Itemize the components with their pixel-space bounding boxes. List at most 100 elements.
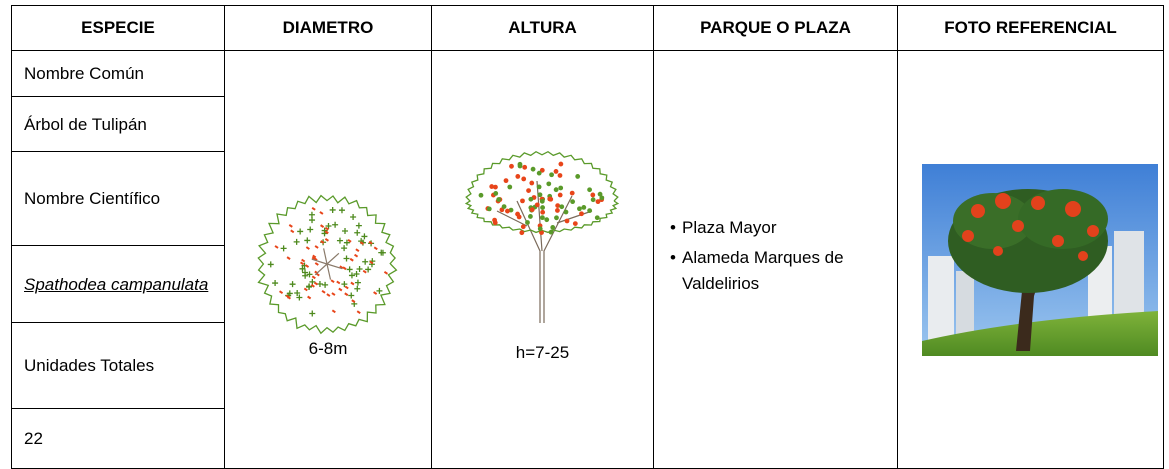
flower bbox=[547, 196, 553, 202]
flower-dash bbox=[339, 265, 344, 270]
flower-dash bbox=[342, 266, 347, 271]
header-cell: ALTURA bbox=[431, 5, 654, 51]
leaf bbox=[528, 214, 533, 219]
leaf bbox=[570, 199, 576, 205]
flower bbox=[595, 199, 601, 205]
leaf-cross bbox=[338, 207, 345, 214]
leaf bbox=[575, 174, 581, 179]
leaf-cross bbox=[306, 284, 313, 291]
flower bbox=[520, 198, 525, 204]
flower bbox=[539, 167, 545, 173]
flower bbox=[529, 180, 535, 186]
flower-dash bbox=[286, 256, 291, 260]
leaf-cross bbox=[361, 233, 368, 240]
leaf-cross bbox=[304, 237, 311, 244]
leaf-cross bbox=[272, 280, 279, 287]
leaf-cross bbox=[343, 239, 350, 246]
leaf bbox=[581, 204, 587, 210]
leaf-cross bbox=[306, 271, 313, 278]
leaf-cross bbox=[297, 228, 304, 235]
reference-photo bbox=[922, 164, 1158, 356]
leaf-cross bbox=[348, 292, 355, 299]
leaf-cross bbox=[343, 255, 350, 262]
leaf-cross bbox=[346, 266, 353, 273]
leaf-cross bbox=[280, 245, 287, 252]
leaf bbox=[530, 166, 536, 172]
leaf bbox=[597, 191, 603, 197]
leaf-cross bbox=[341, 281, 348, 288]
leaf-cross bbox=[355, 222, 362, 229]
flower-dash bbox=[359, 241, 364, 245]
leaf bbox=[525, 220, 530, 225]
leaf-cross bbox=[348, 272, 355, 279]
flower-dash bbox=[338, 287, 343, 292]
flower-dash bbox=[301, 258, 306, 263]
leaf-cross bbox=[299, 265, 306, 272]
leaf bbox=[553, 187, 559, 193]
flower-dash bbox=[305, 246, 310, 250]
leaf-cross bbox=[307, 226, 314, 233]
leaf bbox=[478, 192, 484, 198]
leaf-cross bbox=[309, 217, 316, 224]
flower bbox=[590, 192, 596, 198]
leaf-cross bbox=[336, 237, 343, 244]
leaf bbox=[599, 195, 605, 201]
flower bbox=[572, 221, 578, 226]
flower-dash bbox=[324, 226, 329, 231]
flower-dash bbox=[310, 283, 315, 288]
branch bbox=[326, 252, 340, 265]
page: ESPECIE DIAMETRO ALTURA PARQUE O PLAZA F… bbox=[0, 0, 1169, 459]
species-cell: 22 bbox=[11, 408, 225, 469]
height-cell: h=7-25 bbox=[431, 50, 654, 469]
branch bbox=[323, 248, 328, 265]
flower-dash bbox=[350, 281, 355, 286]
leaf bbox=[496, 197, 502, 202]
flower-dash bbox=[373, 291, 378, 295]
leaf-cross bbox=[376, 287, 383, 294]
flower-dash bbox=[344, 285, 349, 290]
flower-dash bbox=[373, 246, 378, 251]
park-list: Plaza Mayor Alameda Marques de Valdeliri… bbox=[662, 213, 889, 297]
header-cell: FOTO REFERENCIAL bbox=[897, 5, 1164, 51]
flower-dash bbox=[344, 292, 349, 297]
flower-dash bbox=[320, 224, 325, 228]
leaf bbox=[550, 225, 556, 230]
leaf bbox=[549, 172, 554, 178]
flower bbox=[555, 203, 561, 209]
flower-dash bbox=[355, 248, 360, 252]
species-cell: Spathodea campanulata bbox=[11, 245, 225, 323]
leaf-cross bbox=[302, 272, 309, 279]
leaf-cross bbox=[354, 279, 361, 286]
flower-dash bbox=[356, 310, 361, 314]
diameter-value: 6-8m bbox=[308, 339, 348, 358]
leaf-cross bbox=[296, 294, 303, 301]
flower-dash bbox=[313, 281, 319, 286]
flower-dash bbox=[330, 279, 335, 284]
flower bbox=[526, 188, 531, 193]
leaf-cross bbox=[378, 249, 385, 256]
leaf bbox=[546, 181, 552, 187]
leaf bbox=[536, 170, 542, 176]
plan-view-drawing bbox=[257, 194, 398, 335]
flower bbox=[519, 230, 525, 236]
flower-dash bbox=[331, 309, 336, 314]
leaf-cross bbox=[325, 222, 332, 229]
flower-dash bbox=[314, 262, 319, 266]
leaf bbox=[528, 196, 534, 202]
leaf bbox=[577, 206, 582, 212]
trunk bbox=[496, 180, 593, 323]
flower-dash bbox=[274, 245, 279, 249]
park-item: Alameda Marques de Valdelirios bbox=[662, 243, 889, 297]
leaf bbox=[548, 229, 554, 235]
leaf-cross bbox=[293, 238, 300, 245]
flower-dash bbox=[321, 289, 326, 294]
diameter-cell: 6-8m bbox=[224, 50, 432, 469]
leaf bbox=[559, 204, 565, 210]
flower bbox=[515, 174, 521, 179]
leaf-cross bbox=[321, 227, 328, 234]
elevation-drawing bbox=[464, 150, 620, 323]
flower bbox=[503, 178, 509, 184]
leaf-cross bbox=[309, 278, 316, 285]
leaf-cross bbox=[353, 271, 360, 278]
flower bbox=[492, 217, 497, 223]
